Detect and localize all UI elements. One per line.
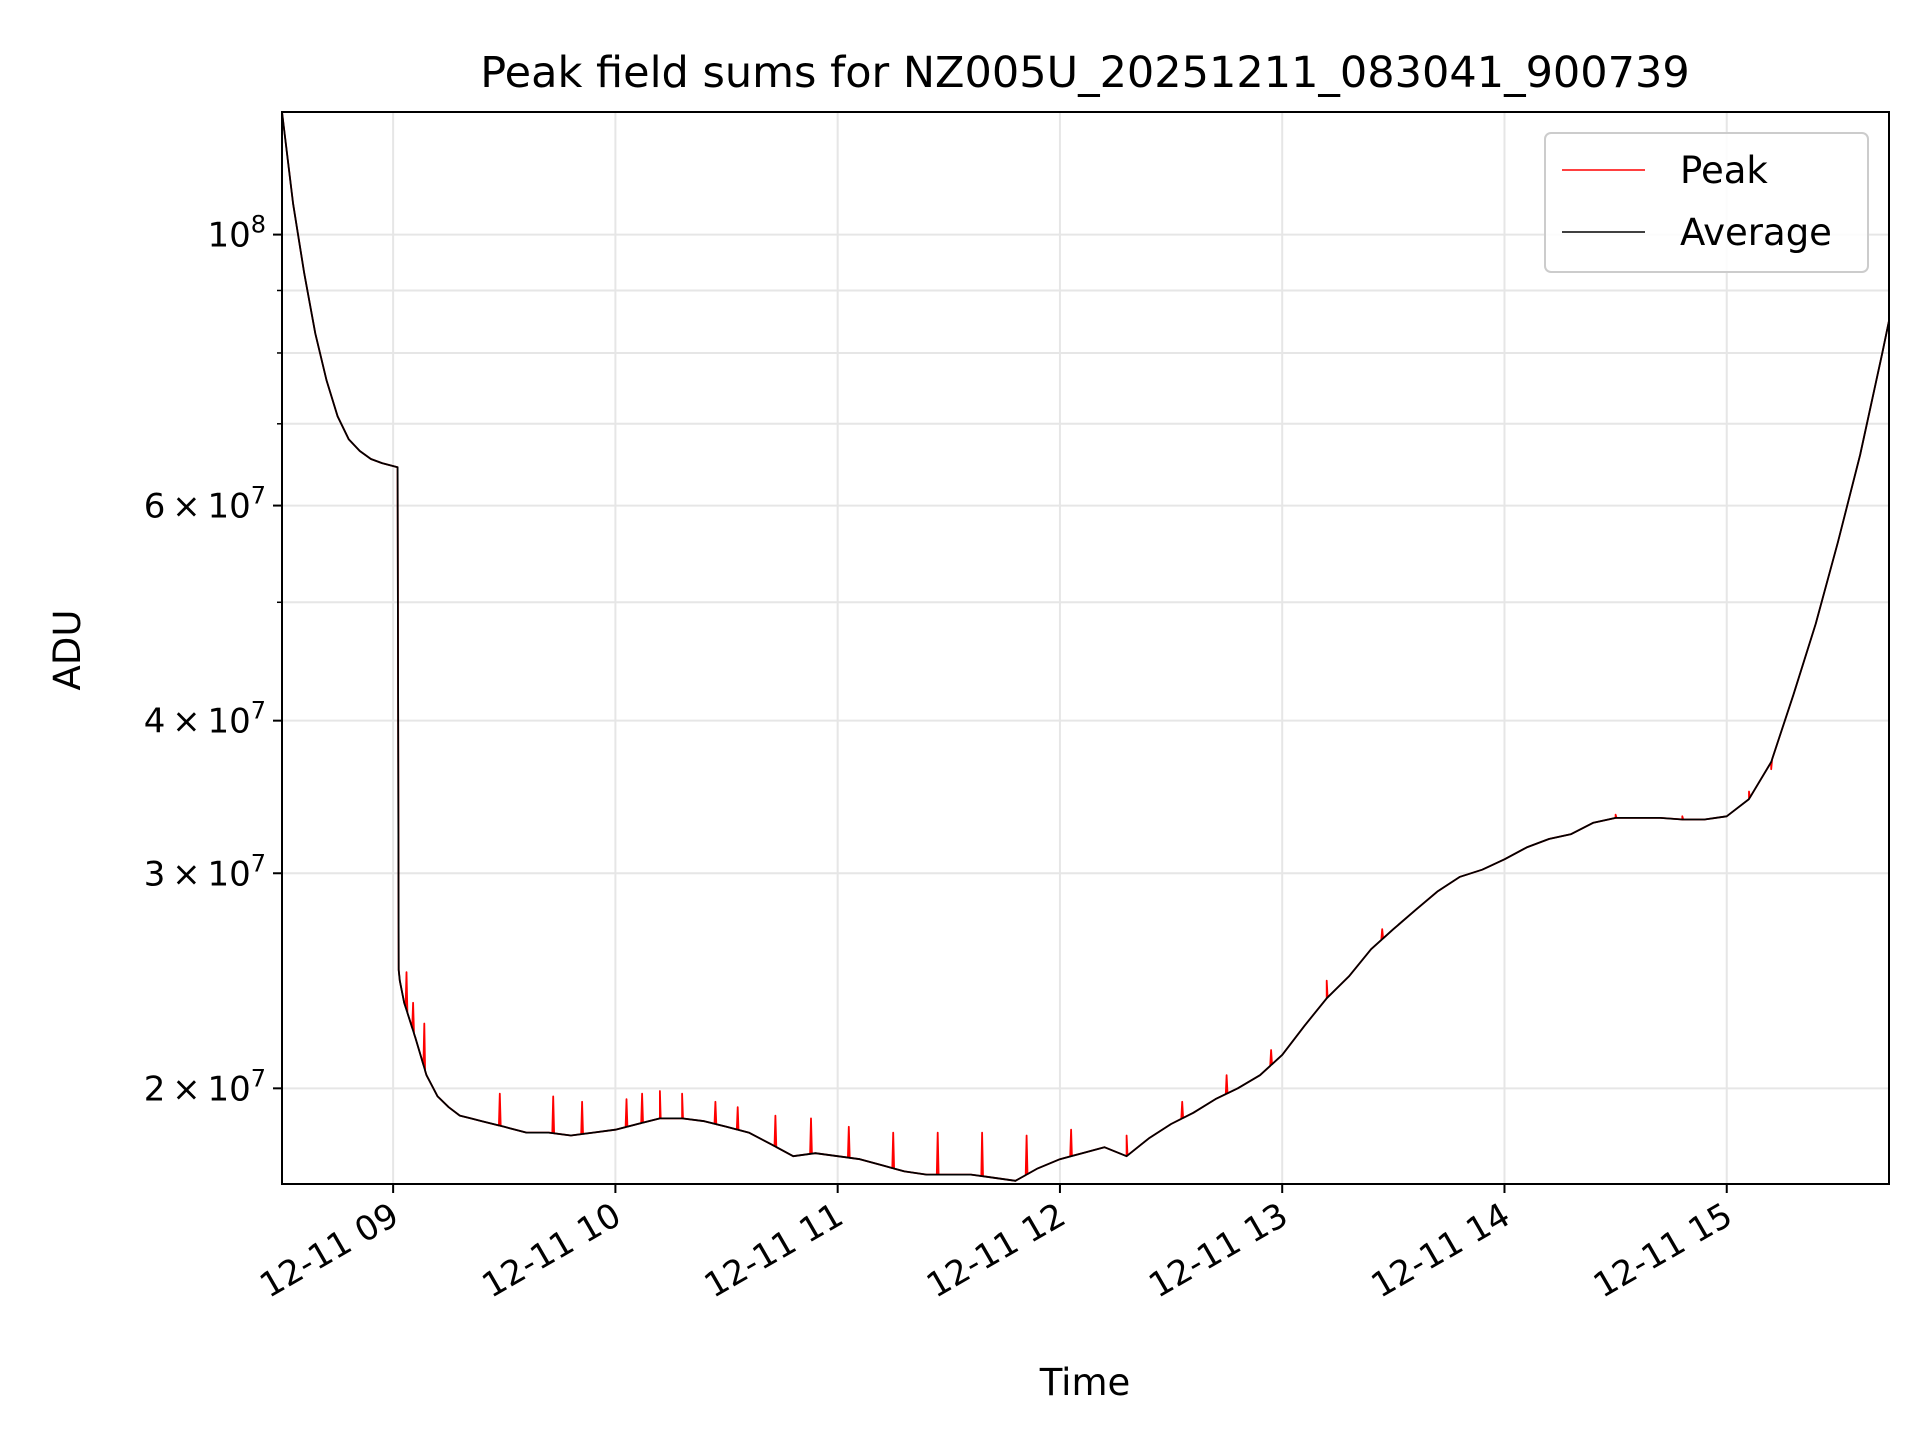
plot-area-frame — [281, 111, 1890, 1185]
series-group — [281, 111, 1890, 1182]
y-axis-label: ADU — [46, 610, 89, 691]
y-tick-label: 108 — [207, 211, 266, 256]
legend: Peak Average — [1544, 132, 1869, 273]
legend-label-peak: Peak — [1680, 149, 1768, 192]
y-tick-label: 6 × 107 — [144, 482, 266, 527]
chart-title: Peak field sums for NZ005U_20251211_0830… — [480, 48, 1689, 98]
grid — [282, 112, 1889, 1184]
legend-label-average: Average — [1680, 211, 1832, 254]
series-line-average — [281, 111, 1890, 1182]
y-tick-label: 2 × 107 — [144, 1064, 266, 1109]
legend-frame — [1544, 132, 1869, 273]
y-tick-label: 3 × 107 — [144, 849, 266, 894]
y-tick-label: 4 × 107 — [144, 697, 266, 742]
x-axis-label: Time — [1039, 1361, 1131, 1404]
